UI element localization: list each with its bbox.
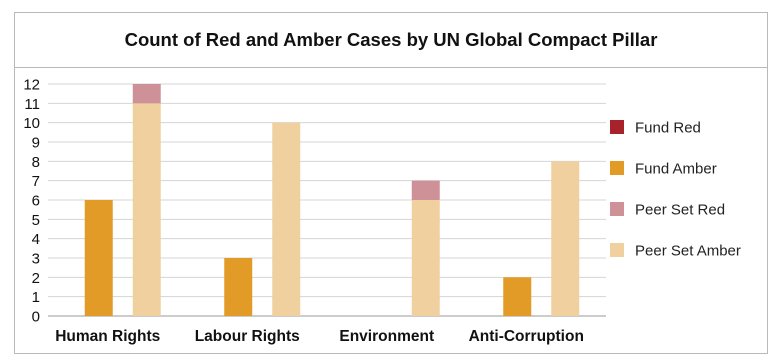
bar-peer-set-amber <box>132 103 161 316</box>
chart-title: Count of Red and Amber Cases by UN Globa… <box>124 29 658 50</box>
y-tick-label: 5 <box>32 212 40 229</box>
legend-swatch <box>610 161 624 175</box>
legend-label: Peer Set Red <box>635 202 725 219</box>
bar-fund-amber <box>503 277 532 316</box>
y-tick-label: 10 <box>23 115 40 132</box>
bar-peer-set-amber <box>272 122 301 317</box>
bar-fund-amber <box>224 258 253 316</box>
y-tick-label: 12 <box>23 77 40 94</box>
y-tick-label: 1 <box>32 289 40 306</box>
bar-peer-set-amber <box>411 200 440 316</box>
bars <box>84 84 580 317</box>
legend-label: Fund Amber <box>635 161 717 178</box>
y-tick-label: 8 <box>32 154 40 171</box>
bar-fund-amber <box>84 200 113 316</box>
bar-peer-set-red <box>132 84 161 104</box>
legend-swatch <box>610 243 624 257</box>
x-axis: Human Rights Labour Rights Environment Anti… <box>55 328 584 345</box>
chart-frame <box>14 68 768 354</box>
y-tick-label: 2 <box>32 270 40 287</box>
y-tick-label: 0 <box>32 309 40 326</box>
y-tick-label: 9 <box>32 135 40 152</box>
y-tick-label: 11 <box>24 96 40 113</box>
legend-swatch <box>610 202 624 216</box>
x-tick-label: Anti-Corruption <box>469 328 584 345</box>
y-tick-label: 4 <box>32 231 40 248</box>
bar-peer-set-red <box>411 180 440 200</box>
chart-title-box: Count of Red and Amber Cases by UN Globa… <box>14 12 768 68</box>
y-tick-label: 6 <box>32 193 40 210</box>
legend-label: Fund Red <box>635 120 701 137</box>
legend: Fund Red Fund Amber Peer Set Red Peer Set A… <box>610 120 741 260</box>
x-tick-label: Labour Rights <box>195 328 300 345</box>
legend-label: Peer Set Amber <box>635 243 741 260</box>
legend-swatch <box>610 120 624 134</box>
x-tick-label: Human Rights <box>55 328 160 345</box>
y-tick-label: 3 <box>32 251 40 268</box>
y-tick-label: 7 <box>32 173 40 190</box>
x-tick-label: Environment <box>339 328 434 345</box>
bar-peer-set-amber <box>551 161 580 316</box>
